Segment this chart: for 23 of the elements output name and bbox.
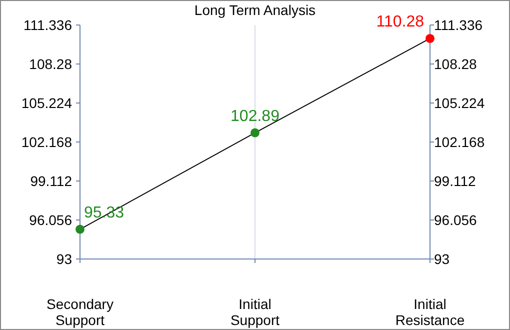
y2-tick-label: 96.056 [434, 212, 478, 228]
y2-tick-label: 111.336 [434, 17, 483, 33]
y-tick-label: 93 [56, 251, 72, 267]
x-tick-label: Initial Resistance [395, 296, 465, 328]
y2-tick-label: 99.112 [434, 173, 476, 189]
data-label: 110.28 [376, 13, 424, 30]
y-tick-label: 102.168 [21, 134, 72, 150]
data-label: 102.89 [230, 108, 280, 125]
y-tick-label: 99.112 [30, 173, 72, 189]
y2-tick-label: 105.224 [434, 95, 485, 111]
point [250, 128, 260, 138]
y2-tick-label: 108.28 [434, 56, 478, 72]
y-tick-label: 96.056 [29, 212, 72, 228]
y2-tick-label: 102.168 [434, 134, 485, 150]
point [76, 224, 84, 234]
y-tick-label: 111.336 [23, 17, 72, 33]
chart-title: Long Term Analysis [194, 2, 316, 18]
point [426, 34, 434, 43]
x-tick-label: Initial Support [230, 296, 280, 328]
y2-tick-label: 93 [434, 251, 450, 267]
y-tick-label: 105.224 [21, 95, 72, 111]
y-tick-label: 108.28 [29, 56, 72, 72]
x-tick-label: Secondary Support [46, 296, 114, 328]
